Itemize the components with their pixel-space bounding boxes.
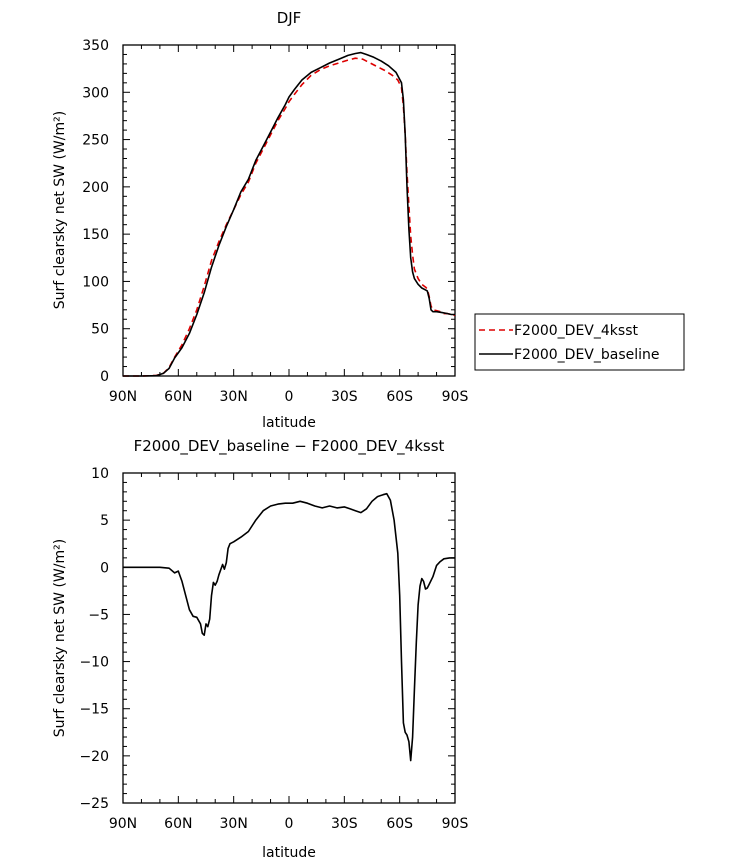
bottom-y-tick-label: 5: [100, 513, 109, 529]
top-chart-panel: DJF 90N 60N 30N 0 30S 60S 90S 0 50 100 150 200 250 30…: [52, 9, 468, 431]
top-x-tick-label: 60S: [386, 389, 413, 405]
top-y-tick-label: 0: [100, 369, 109, 385]
bottom-x-tick-label: 90S: [442, 816, 469, 832]
top-x-tick-label: 30S: [331, 389, 358, 405]
bottom-x-tick-label: 60N: [164, 816, 192, 832]
bottom-axis-ticks: 90N 60N 30N 0 30S 60S 90S 10 5 0 −5 −10 −15 −20 −25: [79, 466, 468, 832]
legend-box: [474, 313, 685, 371]
top-y-tick-label: 300: [82, 85, 109, 101]
top-chart-title: DJF: [277, 9, 302, 27]
top-x-tick-label: 90S: [442, 389, 469, 405]
bottom-y-tick-label: −10: [79, 655, 109, 671]
top-x-tick-label: 0: [285, 389, 294, 405]
bottom-x-tick-label: 30S: [331, 816, 358, 832]
top-plot-frame: [122, 44, 456, 377]
bottom-y-tick-label: 10: [91, 466, 109, 482]
top-x-axis-label: latitude: [262, 415, 316, 431]
legend-label-baseline: F2000_DEV_baseline: [514, 347, 660, 363]
bottom-y-tick-label: −5: [88, 607, 109, 623]
bottom-x-tick-label: 30N: [220, 816, 248, 832]
series-line-F2000_DEV_baseline: [123, 51, 455, 377]
top-axis-ticks: 90N 60N 30N 0 30S 60S 90S 0 50 100 150 200 250 300 350: [82, 38, 468, 405]
bottom-chart-panel: F2000_DEV_baseline − F2000_DEV_4ksst 90N…: [52, 437, 468, 861]
bottom-chart-title: F2000_DEV_baseline − F2000_DEV_4ksst: [134, 437, 445, 456]
top-y-tick-label: 150: [82, 227, 109, 243]
top-y-tick-label: 200: [82, 180, 109, 196]
top-y-tick-label: 50: [91, 322, 109, 338]
top-y-tick-label: 250: [82, 133, 109, 149]
bottom-series-lines: [123, 492, 455, 762]
legend-label-4ksst: F2000_DEV_4ksst: [514, 323, 638, 339]
top-x-tick-label: 30N: [220, 389, 248, 405]
bottom-x-tick-label: 0: [285, 816, 294, 832]
top-y-axis-label: Surf clearsky net SW (W/m²): [52, 111, 68, 309]
bottom-y-tick-label: −15: [79, 702, 109, 718]
bottom-y-tick-label: 0: [100, 560, 109, 576]
top-x-tick-label: 90N: [109, 389, 137, 405]
bottom-x-tick-label: 90N: [109, 816, 137, 832]
top-series-lines: [123, 51, 456, 377]
difference-series-line: [123, 492, 455, 762]
legend: F2000_DEV_4ksst F2000_DEV_baseline: [474, 313, 685, 371]
bottom-y-tick-label: −25: [79, 796, 109, 812]
bottom-x-axis-label: latitude: [262, 845, 316, 861]
bottom-y-axis-label: Surf clearsky net SW (W/m²): [52, 539, 68, 737]
bottom-plot-frame: [122, 472, 456, 804]
top-y-tick-label: 350: [82, 38, 109, 54]
top-x-tick-label: 60N: [164, 389, 192, 405]
series-line-F2000_DEV_4ksst: [123, 57, 456, 377]
top-y-tick-label: 100: [82, 274, 109, 290]
bottom-x-tick-label: 60S: [386, 816, 413, 832]
bottom-y-tick-label: −20: [79, 749, 109, 765]
